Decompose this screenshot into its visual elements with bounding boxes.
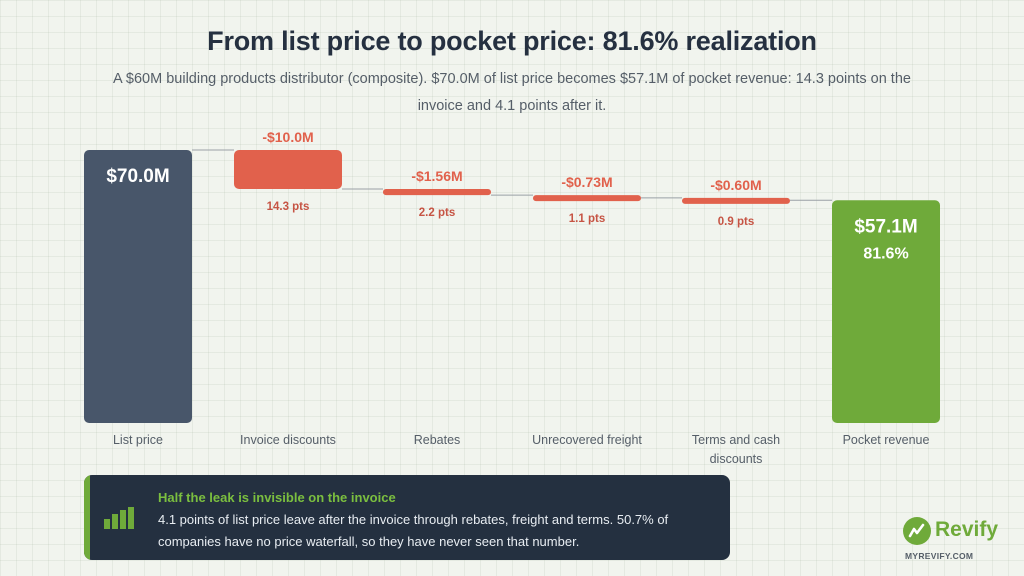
point-label: 0.9 pts [718,216,754,228]
value-label: -$10.0M [262,129,313,145]
category-label: Terms and cash discounts [692,433,780,466]
chart-subtitle: A $60M building products distributor (co… [113,71,911,114]
bar-chart-icon [104,507,140,529]
revify-logo-icon [903,517,931,545]
insight-callout: Half the leak is invisible on the invoic… [84,475,730,560]
bar-pocket-revenue [832,200,940,423]
callout-accent-bar [84,475,90,560]
value-label: -$1.56M [411,168,462,184]
category-label: Unrecovered freight [532,433,642,447]
point-label: 14.3 pts [267,201,310,213]
point-label: 81.6% [863,245,908,262]
bar-terms-and-cash-discounts [682,197,790,204]
brand-logo: Revify MYREVIFY.COM [903,515,1003,565]
category-label: Rebates [414,433,461,447]
bar-list-price [84,150,192,423]
bar-rebates [383,189,491,196]
bar-invoice-discounts [234,150,342,189]
category-label: List price [113,433,163,447]
category-label: Invoice discounts [240,433,336,447]
value-label: $70.0M [106,166,169,187]
callout-title: Half the leak is invisible on the invoic… [158,490,396,505]
chart-title: From list price to pocket price: 81.6% r… [207,26,817,56]
callout-body: 4.1 points of list price leave after the… [158,512,669,549]
bar-unrecovered-freight [533,195,641,202]
waterfall-chart: $70.0M List price -$10.0M 14.3 pts Invoice d… [84,129,940,466]
point-label: 2.2 pts [419,207,455,219]
point-label: 1.1 pts [569,213,605,225]
value-label: -$0.73M [561,174,612,190]
value-label: -$0.60M [710,177,761,193]
category-label: Pocket revenue [843,433,930,447]
value-label: $57.1M [854,216,917,237]
brand-url: MYREVIFY.COM [905,551,974,561]
brand-name: Revify [935,518,999,541]
